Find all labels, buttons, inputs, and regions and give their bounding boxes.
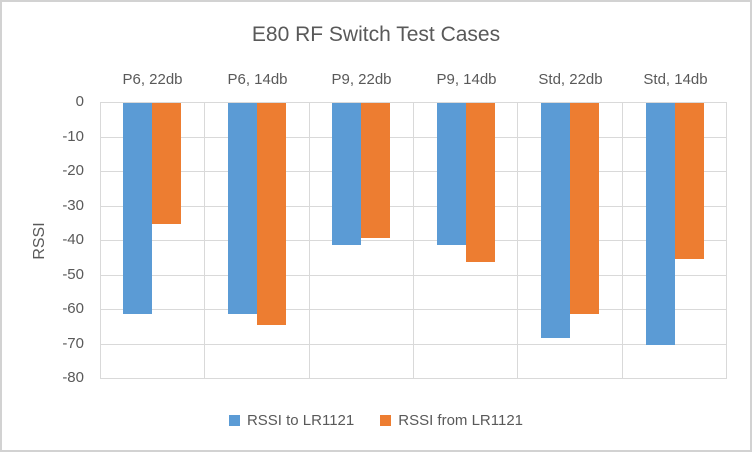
y-tick-label: -30 xyxy=(62,197,84,214)
bar-rssi-to-lr1121-p9-22db xyxy=(332,103,361,245)
gridline-vertical xyxy=(100,102,101,379)
bar-rssi-from-lr1121-p9-14db xyxy=(466,103,495,262)
category-label: P9, 14db xyxy=(436,71,497,88)
legend-item: RSSI from LR1121 xyxy=(380,412,523,429)
bar-rssi-from-lr1121-p9-22db xyxy=(361,103,390,238)
bar-rssi-to-lr1121-p6-22db xyxy=(123,103,152,314)
bar-rssi-from-lr1121-p6-14db xyxy=(257,103,286,325)
y-tick-label: -40 xyxy=(62,231,84,248)
plot-area xyxy=(100,102,727,379)
bar-rssi-to-lr1121-p9-14db xyxy=(437,103,466,245)
chart-title: E80 RF Switch Test Cases xyxy=(251,23,501,46)
category-label: P6, 14db xyxy=(227,71,288,88)
y-tick-label: 0 xyxy=(75,93,84,110)
bar-rssi-to-lr1121-p6-14db xyxy=(228,103,257,314)
legend-label: RSSI to LR1121 xyxy=(246,412,355,429)
y-tick-label: -60 xyxy=(62,300,84,317)
legend-swatch-rssi-to-lr1121 xyxy=(228,415,240,426)
legend: RSSI to LR1121 RSSI from LR1121 xyxy=(2,412,750,429)
legend-label: RSSI from LR1121 xyxy=(398,412,524,429)
y-tick-label: -50 xyxy=(62,266,84,283)
legend-item: RSSI to LR1121 xyxy=(228,412,355,429)
gridline-vertical xyxy=(726,102,727,379)
gridline-vertical xyxy=(413,102,414,379)
bar-rssi-to-lr1121-std-22db xyxy=(541,103,570,338)
category-label: P6, 22db xyxy=(122,71,183,88)
y-tick-label: -10 xyxy=(62,128,84,145)
bar-rssi-to-lr1121-std-14db xyxy=(646,103,675,345)
category-label: P9, 22db xyxy=(331,71,392,88)
category-label: Std, 22db xyxy=(538,71,603,88)
gridline-vertical xyxy=(204,102,205,379)
category-label: Std, 14db xyxy=(643,71,708,88)
legend-swatch-rssi-from-lr1121 xyxy=(380,415,392,426)
bar-rssi-from-lr1121-std-22db xyxy=(570,103,599,314)
gridline-vertical xyxy=(622,102,623,379)
bar-rssi-from-lr1121-p6-22db xyxy=(152,103,181,224)
y-tick-label: -80 xyxy=(62,369,84,386)
gridline-vertical xyxy=(517,102,518,379)
y-tick-label: -20 xyxy=(62,162,84,179)
y-tick-label: -70 xyxy=(62,335,84,352)
bar-rssi-from-lr1121-std-14db xyxy=(675,103,704,259)
gridline-vertical xyxy=(309,102,310,379)
